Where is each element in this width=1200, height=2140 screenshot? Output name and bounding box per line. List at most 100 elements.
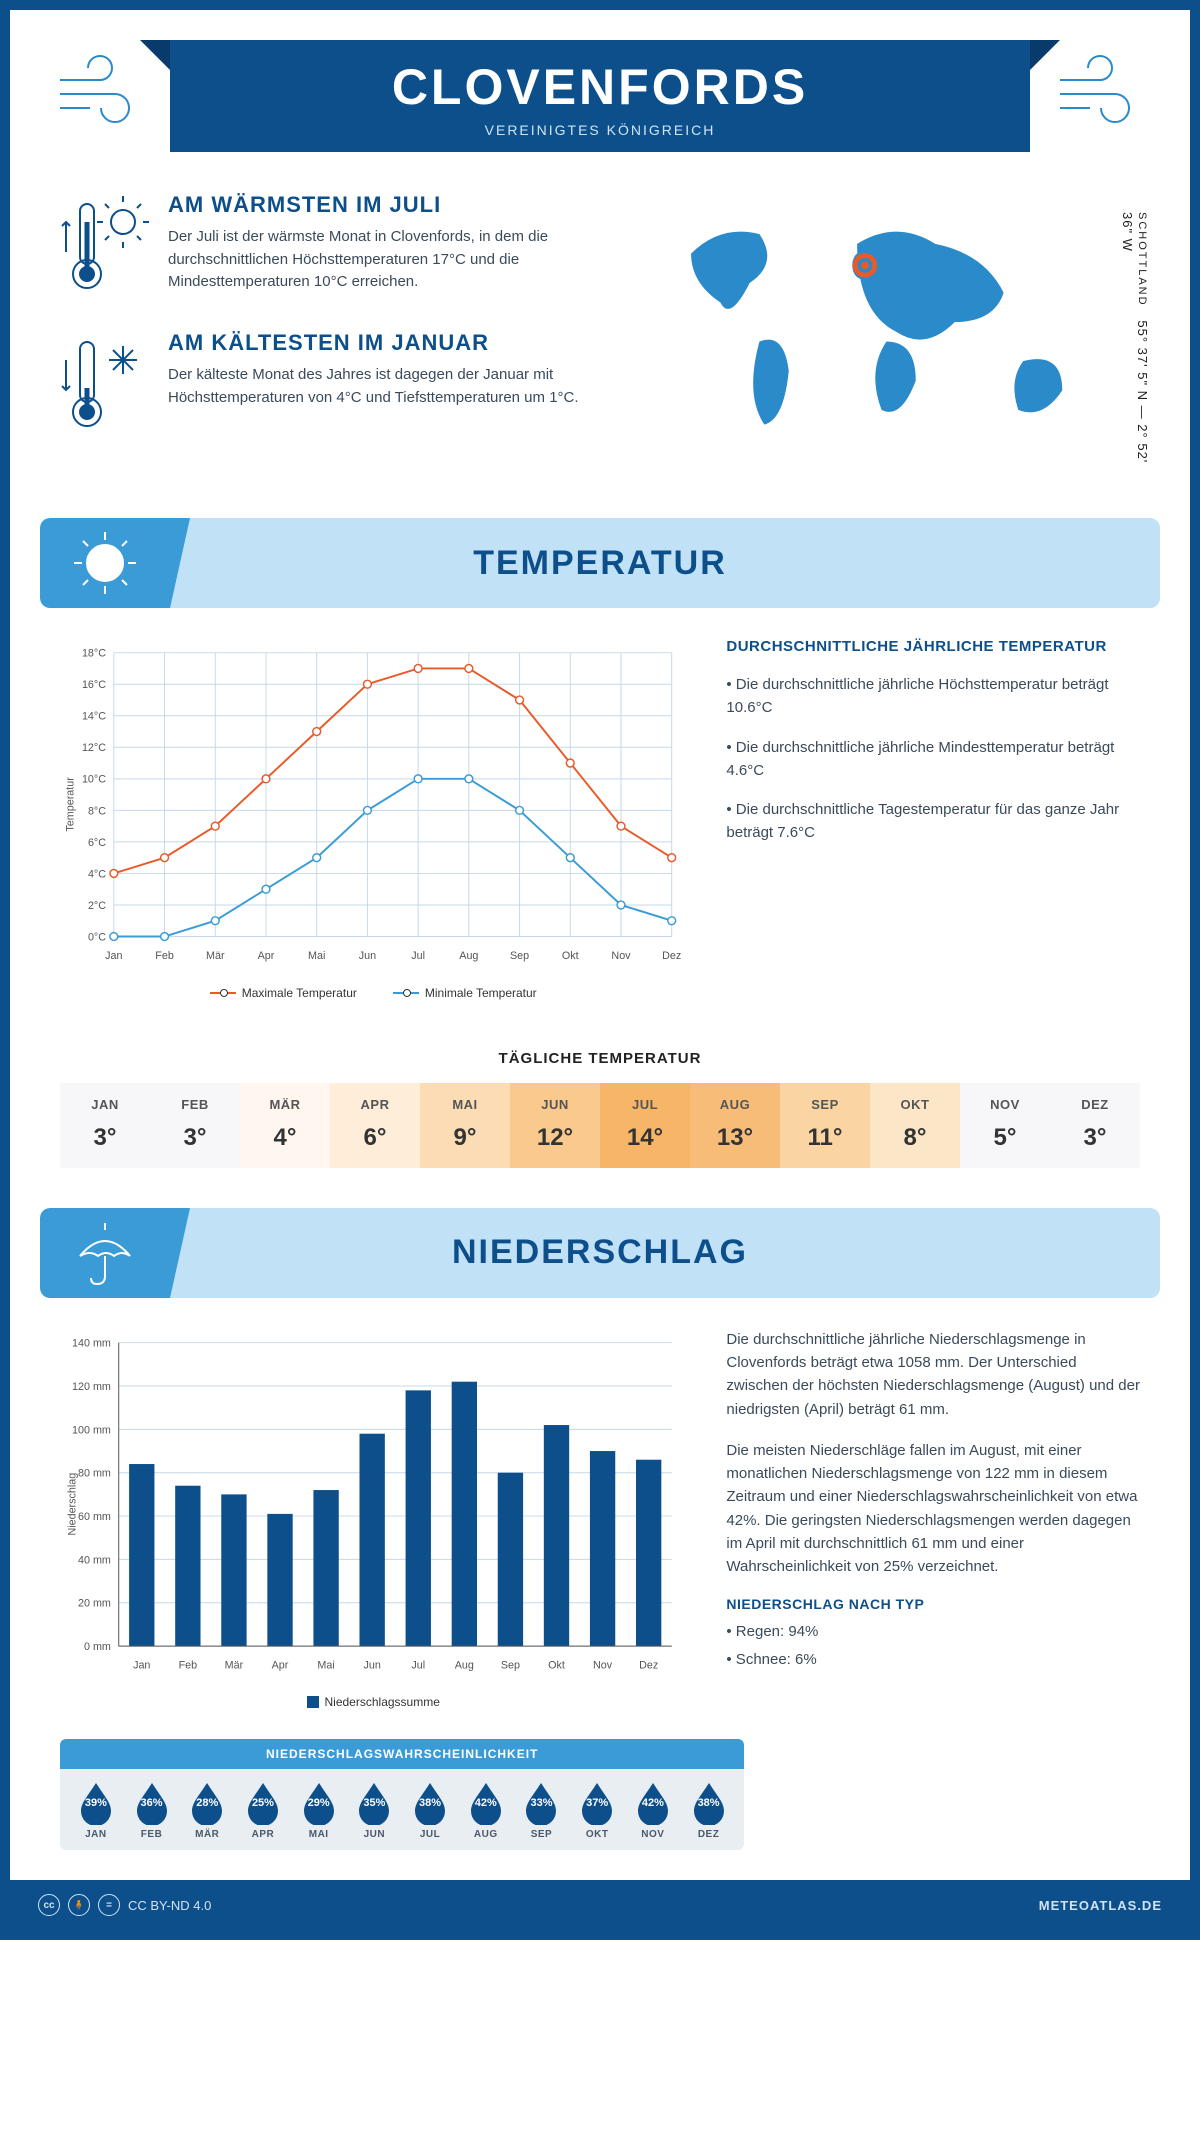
temp-bullet: • Die durchschnittliche jährliche Höchst…: [726, 673, 1140, 720]
precipitation-chart: 0 mm20 mm40 mm60 mm80 mm100 mm120 mm140 …: [60, 1328, 686, 1709]
daily-month: JAN: [60, 1097, 150, 1112]
prob-value: 38%: [411, 1797, 449, 1809]
prob-value: 36%: [133, 1797, 171, 1809]
svg-text:80 mm: 80 mm: [78, 1467, 111, 1479]
svg-text:Jul: Jul: [411, 950, 425, 962]
daily-cell: MÄR4°: [240, 1083, 330, 1168]
legend-precip: Niederschlagssumme: [325, 1695, 440, 1709]
svg-text:20 mm: 20 mm: [78, 1597, 111, 1609]
coldest-text: Der kälteste Monat des Jahres ist dagege…: [168, 364, 622, 409]
precip-type-snow: • Schnee: 6%: [726, 1648, 1140, 1671]
daily-month: DEZ: [1050, 1097, 1140, 1112]
umbrella-icon: [40, 1208, 170, 1298]
svg-text:Aug: Aug: [455, 1659, 474, 1671]
svg-text:Temperatur: Temperatur: [65, 777, 77, 832]
daily-value: 13°: [690, 1124, 780, 1152]
svg-text:Nov: Nov: [593, 1659, 613, 1671]
daily-value: 5°: [960, 1124, 1050, 1152]
daily-cell: JUN12°: [510, 1083, 600, 1168]
daily-value: 8°: [870, 1124, 960, 1152]
prob-value: 39%: [77, 1797, 115, 1809]
daily-temp-table: JAN3°FEB3°MÄR4°APR6°MAI9°JUN12°JUL14°AUG…: [60, 1083, 1140, 1168]
temp-bullet: • Die durchschnittliche jährliche Mindes…: [726, 736, 1140, 783]
precip-type-rain: • Regen: 94%: [726, 1620, 1140, 1643]
svg-text:Feb: Feb: [155, 950, 174, 962]
svg-text:10°C: 10°C: [82, 774, 106, 786]
prob-month: MÄR: [179, 1829, 235, 1840]
svg-text:100 mm: 100 mm: [72, 1424, 111, 1436]
prob-value: 28%: [188, 1797, 226, 1809]
prob-cell: 37%OKT: [569, 1781, 625, 1840]
svg-text:Apr: Apr: [272, 1659, 289, 1671]
prob-value: 42%: [467, 1797, 505, 1809]
world-map-icon: [652, 192, 1140, 452]
daily-value: 9°: [420, 1124, 510, 1152]
daily-month: OKT: [870, 1097, 960, 1112]
wind-icon: [1050, 40, 1150, 140]
daily-month: SEP: [780, 1097, 870, 1112]
precip-p1: Die durchschnittliche jährliche Niedersc…: [726, 1328, 1140, 1421]
svg-text:Okt: Okt: [548, 1659, 565, 1671]
svg-text:18°C: 18°C: [82, 648, 106, 660]
cc-icon: cc: [38, 1894, 60, 1916]
raindrop-icon: 39%: [77, 1781, 115, 1825]
thermometer-sun-icon: [60, 192, 150, 302]
raindrop-icon: 33%: [522, 1781, 560, 1825]
section-header-temp: TEMPERATUR: [40, 518, 1160, 608]
intro-section: AM WÄRMSTEN IM JULI Der Juli ist der wär…: [10, 152, 1190, 498]
prob-month: APR: [235, 1829, 291, 1840]
raindrop-icon: 38%: [690, 1781, 728, 1825]
prob-cell: 38% DEZ: [681, 1781, 737, 1840]
prob-month: DEZ: [681, 1829, 737, 1840]
prob-value: 37%: [578, 1797, 616, 1809]
prob-cell: 33%SEP: [514, 1781, 570, 1840]
svg-text:Dez: Dez: [639, 1659, 658, 1671]
svg-text:12°C: 12°C: [82, 742, 106, 754]
prob-cell: 25% APR: [235, 1781, 291, 1840]
daily-cell: SEP11°: [780, 1083, 870, 1168]
daily-cell: DEZ3°: [1050, 1083, 1140, 1168]
prob-value: 25%: [244, 1797, 282, 1809]
site-name: METEOATLAS.DE: [1039, 1898, 1162, 1913]
legend-max: Maximale Temperatur: [242, 986, 357, 1000]
title-banner: CLOVENFORDS VEREINIGTES KÖNIGREICH: [170, 40, 1030, 152]
daily-month: JUL: [600, 1097, 690, 1112]
svg-text:60 mm: 60 mm: [78, 1511, 111, 1523]
prob-heading: NIEDERSCHLAGSWAHRSCHEINLICHKEIT: [60, 1739, 744, 1769]
daily-cell: OKT 8°: [870, 1083, 960, 1168]
svg-text:Jun: Jun: [359, 950, 376, 962]
raindrop-icon: 37%: [578, 1781, 616, 1825]
page-subtitle: VEREINIGTES KÖNIGREICH: [170, 122, 1030, 138]
svg-text:Mär: Mär: [225, 1659, 244, 1671]
prob-cell: 42%NOV: [625, 1781, 681, 1840]
svg-text:2°C: 2°C: [88, 900, 106, 912]
svg-text:Jan: Jan: [133, 1659, 150, 1671]
prob-month: JUN: [347, 1829, 403, 1840]
warmest-text: Der Juli ist der wärmste Monat in Cloven…: [168, 226, 622, 294]
section-title: NIEDERSCHLAG: [170, 1233, 1160, 1272]
daily-month: NOV: [960, 1097, 1050, 1112]
daily-cell: MAI9°: [420, 1083, 510, 1168]
daily-cell: JAN3°: [60, 1083, 150, 1168]
raindrop-icon: 38%: [411, 1781, 449, 1825]
prob-value: 38%: [690, 1797, 728, 1809]
daily-cell: FEB3°: [150, 1083, 240, 1168]
svg-text:140 mm: 140 mm: [72, 1337, 111, 1349]
prob-month: FEB: [124, 1829, 180, 1840]
prob-cell: 38%JUL: [402, 1781, 458, 1840]
raindrop-icon: 29%: [300, 1781, 338, 1825]
country-label: SCHOTTLAND: [1136, 212, 1148, 307]
license-text: CC BY-ND 4.0: [128, 1898, 211, 1913]
prob-value: 42%: [634, 1797, 672, 1809]
svg-text:0 mm: 0 mm: [84, 1641, 111, 1653]
temp-info-heading: DURCHSCHNITTLICHE JÄHRLICHE TEMPERATUR: [726, 638, 1140, 655]
svg-text:Feb: Feb: [179, 1659, 198, 1671]
raindrop-icon: 42%: [634, 1781, 672, 1825]
prob-cell: 29%MAI: [291, 1781, 347, 1840]
svg-text:Mai: Mai: [317, 1659, 334, 1671]
svg-text:0°C: 0°C: [88, 931, 106, 943]
svg-text:Jul: Jul: [411, 1659, 425, 1671]
svg-text:Dez: Dez: [662, 950, 681, 962]
prob-value: 29%: [300, 1797, 338, 1809]
raindrop-icon: 28%: [188, 1781, 226, 1825]
